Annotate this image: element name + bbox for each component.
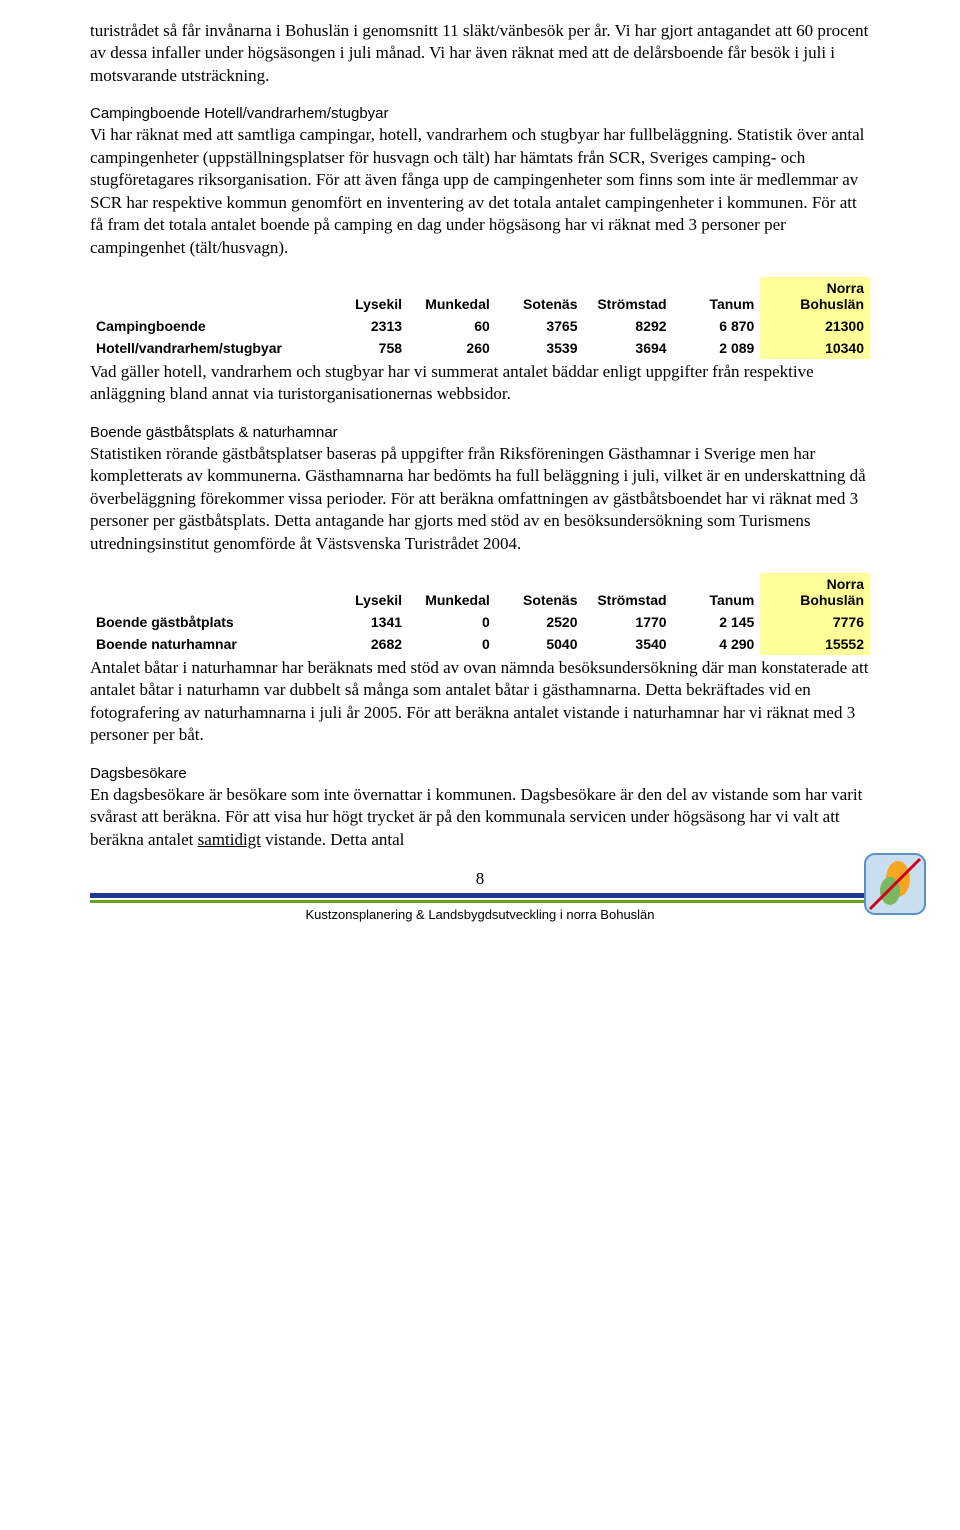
table-header-row: Lysekil Munkedal Sotenäs Strömstad Tanum… xyxy=(90,573,870,611)
sec3-text-b: vistande. Detta antal xyxy=(261,830,405,849)
col-tanum: Tanum xyxy=(673,573,761,611)
cell: 1341 xyxy=(320,611,408,633)
cell: 8292 xyxy=(584,315,673,337)
section3-paragraph: En dagsbesökare är besökare som inte öve… xyxy=(90,784,870,851)
col-sotenas: Sotenäs xyxy=(496,277,584,315)
sec3-underlined: samtidigt xyxy=(198,830,261,849)
logo-icon xyxy=(860,849,930,919)
cell: 3539 xyxy=(496,337,584,359)
col-sotenas: Sotenäs xyxy=(496,573,584,611)
section2-paragraph: Statistiken rörande gästbåtsplatser base… xyxy=(90,443,870,555)
cell: 1770 xyxy=(584,611,673,633)
cell: 3540 xyxy=(584,633,673,655)
page-number: 8 xyxy=(90,869,870,889)
section1-heading: Campingboende Hotell/vandrarhem/stugbyar xyxy=(90,105,870,122)
cell-total: 10340 xyxy=(760,337,870,359)
cell: 0 xyxy=(408,611,496,633)
cell-total: 15552 xyxy=(760,633,870,655)
table-camping: Lysekil Munkedal Sotenäs Strömstad Tanum… xyxy=(90,277,870,359)
col-norra-bohuslan: NorraBohuslän xyxy=(760,573,870,611)
cell: 2313 xyxy=(320,315,408,337)
cell: 2 145 xyxy=(673,611,761,633)
col-tanum: Tanum xyxy=(673,277,761,315)
row-label: Campingboende xyxy=(90,315,320,337)
table1-followup-paragraph: Vad gäller hotell, vandrarhem och stugby… xyxy=(90,361,870,406)
table-boats: Lysekil Munkedal Sotenäs Strömstad Tanum… xyxy=(90,573,870,655)
cell: 5040 xyxy=(496,633,584,655)
row-label: Boende naturhamnar xyxy=(90,633,320,655)
cell: 3765 xyxy=(496,315,584,337)
table-row: Boende gästbåtplats 1341 0 2520 1770 2 1… xyxy=(90,611,870,633)
col-stromstad: Strömstad xyxy=(584,573,673,611)
col-munkedal: Munkedal xyxy=(408,573,496,611)
row-label: Hotell/vandrarhem/stugbyar xyxy=(90,337,320,359)
table-row: Campingboende 2313 60 3765 8292 6 870 21… xyxy=(90,315,870,337)
cell: 60 xyxy=(408,315,496,337)
col-blank xyxy=(90,573,320,611)
cell: 2520 xyxy=(496,611,584,633)
cell: 0 xyxy=(408,633,496,655)
cell: 4 290 xyxy=(673,633,761,655)
col-blank xyxy=(90,277,320,315)
table-row: Boende naturhamnar 2682 0 5040 3540 4 29… xyxy=(90,633,870,655)
cell: 2682 xyxy=(320,633,408,655)
intro-paragraph: turistrådet så får invånarna i Bohuslän … xyxy=(90,20,870,87)
table-header-row: Lysekil Munkedal Sotenäs Strömstad Tanum… xyxy=(90,277,870,315)
cell-total: 7776 xyxy=(760,611,870,633)
section1-paragraph: Vi har räknat med att samtliga campingar… xyxy=(90,124,870,259)
section3-heading: Dagsbesökare xyxy=(90,765,870,782)
cell: 2 089 xyxy=(673,337,761,359)
footer: Kustzonsplanering & Landsbygdsutveckling… xyxy=(90,893,870,922)
cell-total: 21300 xyxy=(760,315,870,337)
col-munkedal: Munkedal xyxy=(408,277,496,315)
col-lysekil: Lysekil xyxy=(320,573,408,611)
col-lysekil: Lysekil xyxy=(320,277,408,315)
footer-divider xyxy=(90,893,870,903)
table-row: Hotell/vandrarhem/stugbyar 758 260 3539 … xyxy=(90,337,870,359)
cell: 3694 xyxy=(584,337,673,359)
cell: 758 xyxy=(320,337,408,359)
row-label: Boende gästbåtplats xyxy=(90,611,320,633)
cell: 6 870 xyxy=(673,315,761,337)
table2-followup-paragraph: Antalet båtar i naturhamnar har beräknat… xyxy=(90,657,870,747)
col-norra-bohuslan: NorraBohuslän xyxy=(760,277,870,315)
section2-heading: Boende gästbåtsplats & naturhamnar xyxy=(90,424,870,441)
cell: 260 xyxy=(408,337,496,359)
footer-text: Kustzonsplanering & Landsbygdsutveckling… xyxy=(90,907,870,922)
col-stromstad: Strömstad xyxy=(584,277,673,315)
